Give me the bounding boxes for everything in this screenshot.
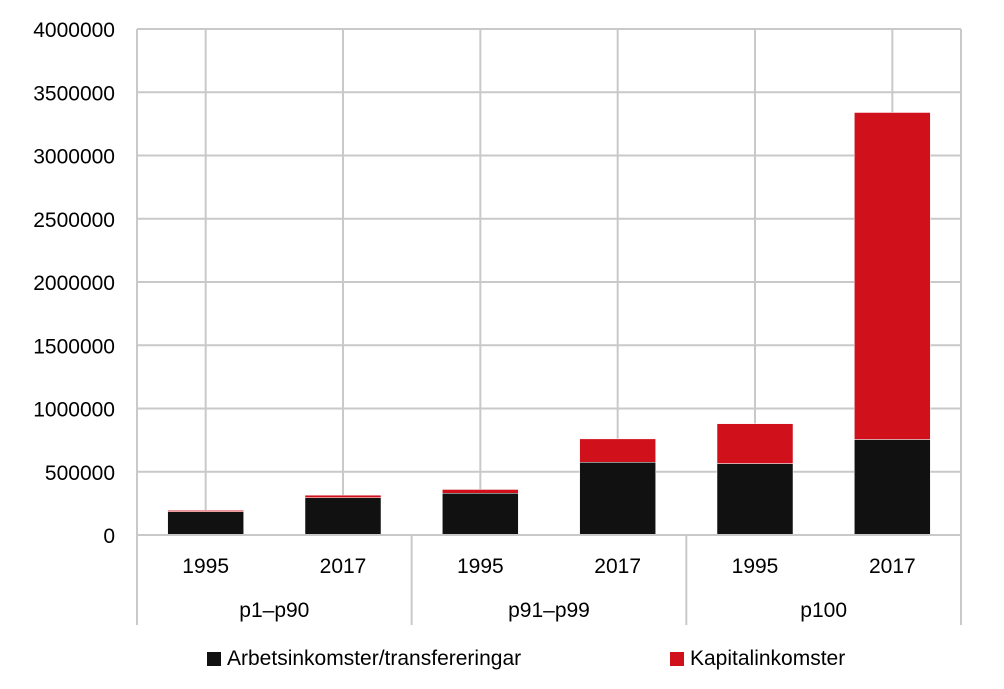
x-category-label: 1995 [457, 555, 504, 578]
legend-label-kapitalinkomster: Kapitalinkomster [690, 647, 846, 670]
y-tick-label: 3500000 [33, 82, 115, 105]
bar-kapitalinkomster [442, 489, 519, 494]
legend-swatch-kapitalinkomster [670, 652, 684, 666]
x-category-label: 1995 [182, 555, 229, 578]
bar-kapitalinkomster [579, 438, 656, 463]
plot-frame [136, 28, 962, 625]
x-category-label: 2017 [320, 555, 367, 578]
bar-kapitalinkomster [854, 112, 931, 440]
y-tick-label: 500000 [45, 462, 115, 485]
bar-arbetsinkomster [304, 497, 382, 536]
y-tick-label: 4000000 [33, 19, 115, 42]
legend-item-arbetsinkomster: Arbetsinkomster/transfereringar [207, 647, 521, 671]
y-axis-tick-labels: 0 500000 1000000 1500000 2000000 2500000 30000… [33, 19, 115, 548]
x-group-label: p1–p90 [239, 599, 309, 622]
bar-arbetsinkomster [579, 462, 656, 536]
bar-arbetsinkomster [854, 439, 931, 536]
bar-arbetsinkomster [167, 511, 244, 536]
x-category-label: 1995 [732, 555, 779, 578]
bars [167, 112, 931, 536]
y-tick-label: 3000000 [33, 146, 115, 169]
x-group-label: p91–p99 [508, 599, 590, 622]
bar-kapitalinkomster [167, 510, 244, 512]
x-axis-group-labels: p1–p90 p91–p99 p100 [239, 599, 847, 622]
legend-label-arbetsinkomster: Arbetsinkomster/transfereringar [227, 647, 522, 670]
y-tick-label: 0 [103, 525, 115, 548]
y-tick-label: 2500000 [33, 209, 115, 232]
y-tick-label: 1500000 [33, 335, 115, 358]
y-tick-label: 1000000 [33, 399, 115, 422]
bar-arbetsinkomster [442, 493, 519, 536]
legend: Arbetsinkomster/transfereringar Kapitali… [0, 643, 1004, 683]
y-tick-label: 2000000 [33, 272, 115, 295]
bar-kapitalinkomster [304, 494, 382, 498]
x-axis-category-labels: 1995 2017 1995 2017 1995 2017 [182, 555, 915, 578]
x-group-label: p100 [800, 599, 847, 622]
gridlines [137, 28, 961, 536]
bar-kapitalinkomster [716, 423, 794, 464]
x-category-label: 2017 [594, 555, 641, 578]
x-category-label: 2017 [869, 555, 916, 578]
stacked-bar-chart: 0 500000 1000000 1500000 2000000 2500000 30000… [33, 19, 962, 625]
legend-item-kapitalinkomster: Kapitalinkomster [670, 647, 845, 671]
bar-arbetsinkomster [716, 463, 794, 536]
legend-swatch-arbetsinkomster [207, 652, 221, 666]
